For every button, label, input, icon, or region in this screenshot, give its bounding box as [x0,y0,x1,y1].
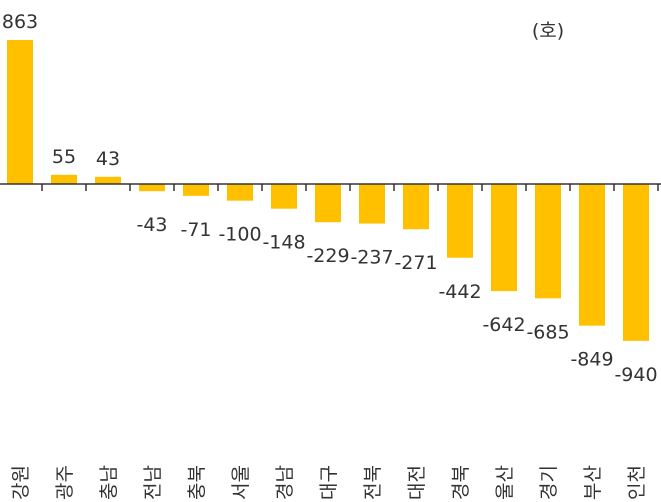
category-label: 경북 [450,465,472,500]
data-label: -271 [394,252,437,274]
category-label: 충북 [186,465,208,500]
data-label: 55 [52,146,76,168]
data-label: 863 [2,11,38,33]
data-label: -442 [438,281,481,303]
data-label: -71 [180,219,211,241]
category-label: 대구 [318,465,340,500]
category-label: 대전 [406,465,428,500]
data-label: -940 [614,364,657,386]
data-label: -237 [350,247,393,269]
data-label: -849 [570,349,613,371]
category-label: 인천 [626,465,648,500]
data-label: -100 [218,224,261,246]
unit-label: (호) [532,20,564,42]
bar-울산 [491,184,517,292]
category-label: 부산 [582,465,604,500]
category-label: 경남 [274,465,296,500]
bar-경북 [447,184,473,258]
bar-충북 [183,184,209,196]
category-label: 경기 [538,465,560,500]
data-label: -642 [482,314,525,336]
category-label: 서울 [230,465,252,500]
category-label: 울산 [494,465,516,500]
bar-광주 [51,174,77,184]
category-label: 전남 [142,465,164,500]
bar-대구 [315,184,341,223]
bar-강원 [7,40,33,184]
data-label: -43 [136,214,167,236]
data-label: -685 [526,321,569,343]
data-label: 43 [96,148,120,170]
category-label: 강원 [10,465,32,500]
bar-경남 [271,184,297,209]
bar-서울 [227,184,253,201]
bar-전북 [359,184,385,224]
bar-대전 [403,184,429,230]
category-label: 충남 [98,465,120,500]
bar-인천 [623,184,649,341]
bar-부산 [579,184,605,326]
bar-충남 [95,176,121,184]
data-label: -148 [262,232,305,254]
category-label: 전북 [362,465,384,500]
category-label: 광주 [54,465,76,500]
data-label: -229 [306,245,349,267]
bar-경기 [535,184,561,299]
bar-전남 [139,184,165,192]
